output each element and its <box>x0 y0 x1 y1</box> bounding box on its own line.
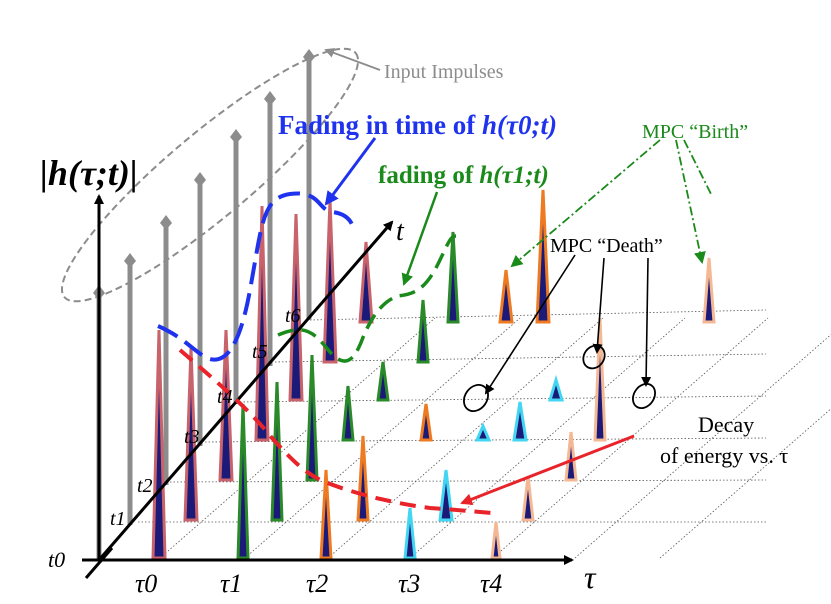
tau-tick-label: τ1 <box>220 569 242 598</box>
input-impulses-label: Input Impulses <box>384 61 504 83</box>
mpc-birth-arrows <box>510 139 713 268</box>
mpc-death-ellipse-icon <box>463 384 489 412</box>
mpc-death-ellipse-icon <box>582 344 606 370</box>
t-tick-label: t3 <box>184 426 200 448</box>
fading-time-label: Fading in time of h(τ0;t) <box>278 110 557 140</box>
multipath-spike-icon <box>358 241 374 324</box>
y-axis-label: |h(τ;t)| <box>40 153 138 193</box>
impulse-arrow-icon <box>160 215 172 230</box>
multipath-spike-icon <box>474 422 492 442</box>
multipath-spike-icon <box>702 257 716 324</box>
grid-diagonal <box>409 317 686 559</box>
multipath-spike-icon <box>403 507 417 560</box>
energy-decay-arrow <box>460 434 635 505</box>
multipath-spike-icon <box>593 317 607 442</box>
origin-tick <box>84 547 114 579</box>
grid-diagonal <box>659 408 831 559</box>
fading-tau1-label: fading of h(τ1;t) <box>378 162 549 189</box>
multipath-spike-icon <box>151 329 167 560</box>
t-tick-label: t6 <box>285 305 301 327</box>
grid-diagonal <box>574 334 831 559</box>
tau-tick-label: τ3 <box>398 569 420 598</box>
t-tick-label: t2 <box>137 475 153 497</box>
impulse-arrow-icon <box>230 129 242 144</box>
mpc-birth-label: MPC “Birth” <box>642 121 748 143</box>
grid-diagonal <box>159 317 436 559</box>
multipath-spike-icon <box>564 431 578 482</box>
grid-diagonal <box>244 317 521 559</box>
impulse-arrow-icon <box>264 91 276 106</box>
decay-label-line1: Decay <box>698 412 754 437</box>
fading-time-prefix: Fading in time of <box>278 110 482 140</box>
multipath-spike-icon <box>356 435 370 522</box>
grid-row <box>274 353 767 363</box>
tau-tick-label: τ2 <box>306 569 328 598</box>
multipath-spike-icon <box>305 354 319 482</box>
multipath-spike-icon <box>218 329 234 482</box>
multipath-spike-icon <box>547 374 565 402</box>
grid-row <box>169 479 767 483</box>
fading-tau1-prefix: fading of <box>378 162 479 189</box>
mpc-death-arrows <box>484 254 652 395</box>
multipath-spike-icon <box>270 381 284 522</box>
multipath-spike-icon <box>419 403 433 442</box>
multipath-spike-icon <box>254 205 270 442</box>
multipath-spike-icon <box>535 189 551 324</box>
input-impulses-pointer <box>324 48 381 71</box>
multipath-spike-icon <box>490 521 502 560</box>
tau-tick-label: τ4 <box>480 569 502 598</box>
multipath-spike-icon <box>521 475 535 522</box>
energy-decay-curve <box>178 348 493 515</box>
origin-label: t0 <box>48 547 65 572</box>
fading-tau1-arrow <box>401 191 439 286</box>
t-tick-label: t1 <box>110 508 126 530</box>
multipath-spike-icon <box>288 213 304 402</box>
tau-axis-label: τ <box>584 559 597 595</box>
fading-tau1-curve <box>277 234 457 363</box>
fading-time-arrow <box>324 137 377 206</box>
multipath-spike-icon <box>319 469 333 560</box>
impulse-arrow-icon <box>194 172 206 187</box>
multipath-spike-icon <box>183 347 199 522</box>
mpc-death-label: MPC “Death” <box>550 235 663 257</box>
input-impulses-ellipse <box>60 47 360 303</box>
multipath-spike-icon <box>498 269 514 324</box>
multipath-spike-icon <box>446 231 460 324</box>
t-axis <box>97 220 394 561</box>
fading-time-func: h(τ0;t) <box>482 110 557 140</box>
multipath-spike-icon <box>341 385 355 442</box>
multipath-spike-icon <box>416 299 430 364</box>
t-tick-label: t5 <box>252 341 268 363</box>
grid-diagonal <box>327 317 604 559</box>
multipath-spike-icon <box>438 469 454 522</box>
tau-tick-label: τ0 <box>135 569 157 598</box>
impulse-arrow-icon <box>124 253 136 268</box>
t-axis-label: t <box>396 216 405 247</box>
multipath-spike-icon <box>236 403 250 560</box>
t-tick-label: t4 <box>217 386 233 408</box>
fading-tau1-func: h(τ1;t) <box>479 162 548 189</box>
mpc-death-ellipse-icon <box>632 383 656 409</box>
multipath-spike-icon <box>322 199 338 364</box>
grid-row <box>239 395 767 403</box>
multipath-spike-icon <box>512 401 528 442</box>
multipath-spike-icon <box>376 361 390 402</box>
multipath-spikes <box>151 189 716 560</box>
decay-label-line2: of energy vs. τ <box>660 443 788 468</box>
